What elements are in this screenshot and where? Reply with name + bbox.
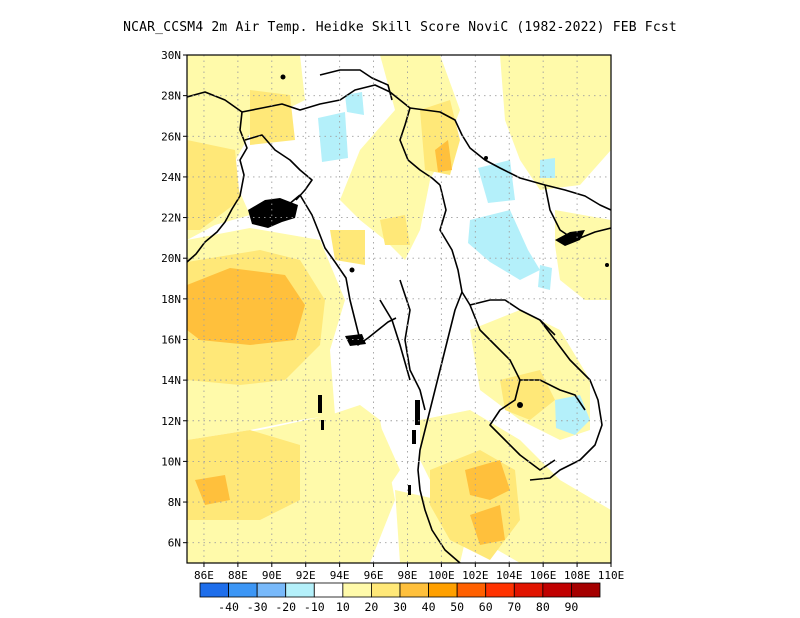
lon-tick-label: 106E: [530, 569, 557, 582]
lon-tick-label: 96E: [364, 569, 384, 582]
colorbar-label: -10: [304, 600, 325, 614]
colorbar-label: -20: [275, 600, 296, 614]
lon-tick-label: 108E: [564, 569, 591, 582]
colorbar-label: 70: [507, 600, 521, 614]
colorbar-swatch: [342, 582, 372, 598]
colorbar-label: 20: [364, 600, 378, 614]
lat-tick-label: 16N: [161, 333, 181, 346]
colorbar-label: 50: [450, 600, 464, 614]
lon-tick-label: 110E: [598, 569, 625, 582]
colorbar-labels: -40 -30 -20 -10 10 20 30 40 50 60 70 80 90: [218, 600, 578, 614]
lat-tick-label: 6N: [168, 537, 181, 550]
lat-tick-label: 28N: [161, 90, 181, 103]
colorbar-label: -40: [218, 600, 239, 614]
colorbar-swatch: [285, 582, 315, 598]
colorbar-swatch: [199, 582, 229, 598]
lat-tick-label: 26N: [161, 130, 181, 143]
colorbar-swatch: [313, 582, 344, 598]
colorbar-swatch: [571, 582, 601, 598]
lat-tick-label: 20N: [161, 252, 181, 265]
lat-tick-label: 24N: [161, 171, 181, 184]
colorbar-swatch: [456, 582, 487, 598]
lon-tick-label: 100E: [428, 569, 455, 582]
lat-tick-label: 12N: [161, 415, 181, 428]
lat-tick-label: 18N: [161, 293, 181, 306]
colorbar-swatch: [513, 582, 544, 598]
skill-region-30-40: [187, 140, 510, 545]
lon-tick-label: 86E: [194, 569, 214, 582]
lat-tick-label: 14N: [161, 374, 181, 387]
lon-tick-label: 90E: [262, 569, 282, 582]
colorbar-swatch: [228, 582, 258, 598]
colorbar-swatch: [371, 582, 401, 598]
colorbar-label: 90: [564, 600, 578, 614]
colorbar-swatch: [428, 582, 458, 598]
country-borders: [187, 69, 611, 563]
lat-tick-label: 22N: [161, 212, 181, 225]
colorbar-swatch: [256, 582, 287, 598]
colorbar: [199, 582, 601, 598]
lon-tick-label: 92E: [296, 569, 316, 582]
colorbar-swatch: [485, 582, 515, 598]
axis-ticks: [183, 54, 612, 567]
colorbar-label: 40: [422, 600, 436, 614]
colorbar-label: 10: [336, 600, 350, 614]
map-frame: [186, 54, 612, 564]
lon-tick-label: 104E: [496, 569, 523, 582]
colorbar-label: 30: [393, 600, 407, 614]
chart-title: NCAR_CCSM4 2m Air Temp. Heidke Skill Sco…: [123, 20, 677, 35]
latitude-axis-labels: 6N 8N 10N 12N 14N 16N 18N 20N 22N 24N 26N 28N 30N: [161, 49, 181, 550]
lat-tick-label: 8N: [168, 496, 181, 509]
colorbar-label: 80: [536, 600, 550, 614]
map-gridlines: [187, 55, 611, 563]
colorbar-label: 60: [479, 600, 493, 614]
lon-tick-label: 88E: [228, 569, 248, 582]
colorbar-swatch: [542, 582, 572, 598]
lat-tick-label: 30N: [161, 49, 181, 62]
coastal-features: [248, 74, 609, 495]
colorbar-swatch: [399, 582, 429, 598]
lon-tick-label: 98E: [398, 569, 418, 582]
lon-tick-label: 94E: [330, 569, 350, 582]
lat-tick-label: 10N: [161, 455, 181, 468]
colorbar-label: -30: [247, 600, 268, 614]
longitude-axis-labels: 86E 88E 90E 92E 94E 96E 98E 100E 102E 104E 106E 108…: [194, 569, 624, 582]
lon-tick-label: 102E: [462, 569, 489, 582]
